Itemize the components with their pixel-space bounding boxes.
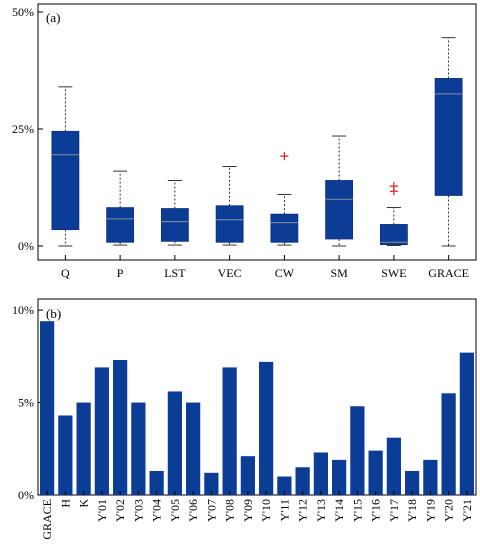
bar — [313, 452, 328, 495]
x-tick-label: Y'13 — [314, 499, 328, 522]
box — [106, 207, 135, 243]
x-tick-label: Q — [61, 266, 70, 280]
bar — [295, 467, 310, 495]
x-tick-label: Y'03 — [131, 499, 145, 522]
bar — [332, 459, 347, 495]
box — [215, 205, 244, 243]
x-tick-label: Y'12 — [296, 499, 310, 522]
x-tick-label: H — [58, 499, 72, 508]
x-tick-label: Y'18 — [405, 499, 419, 522]
box-plot-frame — [37, 3, 477, 261]
box — [270, 213, 299, 243]
outlier-marker — [280, 152, 289, 161]
x-tick-label: Y'16 — [369, 499, 383, 522]
x-tick-label: Y'08 — [223, 499, 237, 522]
x-tick-label: Y'07 — [204, 499, 218, 522]
x-tick-label: Y'20 — [442, 499, 456, 522]
bar — [240, 456, 255, 495]
box — [51, 130, 80, 231]
bar — [131, 402, 146, 495]
y-tick-label: 0% — [18, 239, 34, 253]
y-tick-label: 50% — [12, 5, 34, 19]
x-tick-label: GRACE — [428, 266, 469, 280]
y-tick-label: 25% — [12, 122, 34, 136]
bar-chart-frame — [37, 298, 477, 496]
x-tick-label: GRACE — [40, 499, 54, 540]
bar — [204, 472, 219, 495]
bar — [149, 470, 164, 495]
bar — [386, 437, 401, 495]
x-tick-label: Y'14 — [332, 499, 346, 522]
x-tick-label: SM — [330, 266, 348, 280]
bar — [459, 352, 474, 495]
x-tick-label: Y'02 — [113, 499, 127, 522]
x-tick-label: Y'01 — [95, 499, 109, 522]
bar — [222, 367, 237, 495]
x-tick-label: Y'10 — [259, 499, 273, 522]
box — [434, 78, 463, 196]
bar — [76, 402, 91, 495]
box — [325, 180, 354, 240]
x-tick-label: Y'19 — [423, 499, 437, 522]
y-tick-label: 10% — [12, 303, 34, 317]
bar — [277, 476, 292, 495]
bar — [423, 459, 438, 495]
x-tick-label: Y'05 — [168, 499, 182, 522]
x-tick-label: LST — [164, 266, 186, 280]
x-tick-label: Y'06 — [186, 499, 200, 522]
bar — [259, 361, 274, 495]
x-tick-label: Y'04 — [150, 499, 164, 522]
bar — [368, 450, 383, 495]
bar — [167, 391, 182, 495]
x-tick-label: Y'15 — [350, 499, 364, 522]
bar — [405, 470, 420, 495]
bar-chart-panel: (b) 0% 5% 10% GRACE H K Y'01 Y'02 Y'03 Y'04 Y'05 Y'… — [12, 298, 477, 540]
y-tick-label: 5% — [18, 396, 34, 410]
x-tick-label: Y'21 — [460, 499, 474, 522]
bar — [350, 406, 365, 495]
bar — [113, 360, 128, 495]
bar — [94, 367, 109, 495]
x-tick-label: Y'17 — [387, 499, 401, 522]
x-tick-label: CW — [275, 266, 295, 280]
x-tick-label: Y'09 — [241, 499, 255, 522]
x-tick-label: VEC — [218, 266, 242, 280]
bar — [441, 393, 456, 495]
box — [160, 208, 189, 242]
x-tick-label: SWE — [381, 266, 406, 280]
x-tick-label: K — [77, 499, 91, 508]
outlier-marker — [389, 182, 398, 191]
y-tick-label: 0% — [18, 488, 34, 502]
bar — [186, 402, 201, 495]
panel-a-label: (a) — [46, 10, 60, 25]
bar — [40, 321, 55, 495]
box-plot-panel: (a) 0% 25% 50% Q P LST VEC CW SM SWE GRACE — [12, 3, 477, 280]
panel-b-label: (b) — [46, 306, 61, 321]
box — [379, 224, 408, 245]
x-tick-label: Y'11 — [277, 499, 291, 521]
bar — [58, 415, 73, 495]
x-tick-label: P — [117, 266, 124, 280]
